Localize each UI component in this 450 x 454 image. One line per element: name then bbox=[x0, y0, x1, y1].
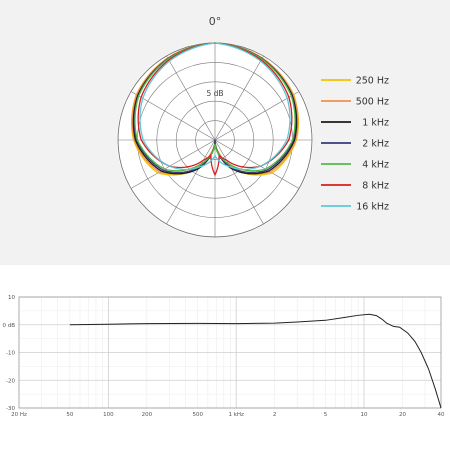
polar-spoke bbox=[166, 55, 216, 141]
polar-pattern-chart: 0° 5 dB 250 Hz 500 Hz 1 kHz 2 kHz 4 kHz 8 kHz… bbox=[117, 15, 389, 238]
legend-label: 16 kHz bbox=[356, 202, 389, 213]
polar-legend: 250 Hz 500 Hz 1 kHz 2 kHz 4 kHz 8 kHz 16 kHz bbox=[321, 76, 389, 213]
polar-spoke bbox=[130, 91, 216, 141]
polar-spoke bbox=[166, 139, 216, 225]
freq-plot-frame bbox=[18, 296, 442, 409]
polar-angle-label: 0° bbox=[209, 15, 222, 28]
y-tick-label: 0 dB bbox=[2, 323, 15, 329]
x-tick-label: 20 bbox=[399, 412, 406, 418]
legend-label: 1 kHz bbox=[362, 118, 389, 129]
legend-label: 4 kHz bbox=[362, 160, 389, 171]
polar-spoke bbox=[130, 139, 216, 189]
x-tick-label: 40 bbox=[438, 412, 445, 418]
x-tick-label: 100 bbox=[103, 412, 114, 418]
polar-series-line bbox=[139, 42, 291, 171]
y-tick-label: 10 bbox=[8, 295, 15, 301]
legend-label: 2 kHz bbox=[362, 139, 389, 150]
legend-label: 250 Hz bbox=[356, 76, 389, 87]
x-tick-label: 200 bbox=[142, 412, 153, 418]
y-tick-label: -20 bbox=[6, 378, 15, 384]
frequency-response-panel: 10 0 dB -10 -20 -30 20 Hz 50 100 200 500 1 kHz 2 5 10… bbox=[0, 265, 450, 450]
frequency-grid bbox=[18, 296, 442, 409]
x-tick-label: 2 bbox=[273, 412, 277, 418]
x-tick-label: 5 bbox=[324, 412, 328, 418]
x-tick-label: 500 bbox=[192, 412, 203, 418]
x-tick-label: 20 Hz bbox=[11, 412, 27, 418]
polar-spoke bbox=[214, 91, 300, 141]
frequency-curves bbox=[69, 313, 442, 409]
x-tick-label: 50 bbox=[66, 412, 73, 418]
x-tick-label: 1 kHz bbox=[228, 412, 244, 418]
polar-spoke bbox=[214, 55, 264, 141]
polar-spoke bbox=[214, 139, 264, 225]
legend-label: 500 Hz bbox=[356, 97, 389, 108]
x-tick-label: 10 bbox=[361, 412, 368, 418]
polar-radial-label: 5 dB bbox=[206, 89, 223, 98]
polar-curves bbox=[131, 42, 299, 177]
polar-pattern-panel: 0° 5 dB 250 Hz 500 Hz 1 kHz 2 kHz 4 kHz 8 kHz… bbox=[0, 0, 450, 265]
y-tick-label: -10 bbox=[6, 351, 15, 357]
polar-spoke bbox=[214, 139, 300, 189]
frequency-response-line bbox=[69, 313, 442, 409]
legend-label: 8 kHz bbox=[362, 181, 389, 192]
y-tick-label: -30 bbox=[6, 406, 15, 412]
